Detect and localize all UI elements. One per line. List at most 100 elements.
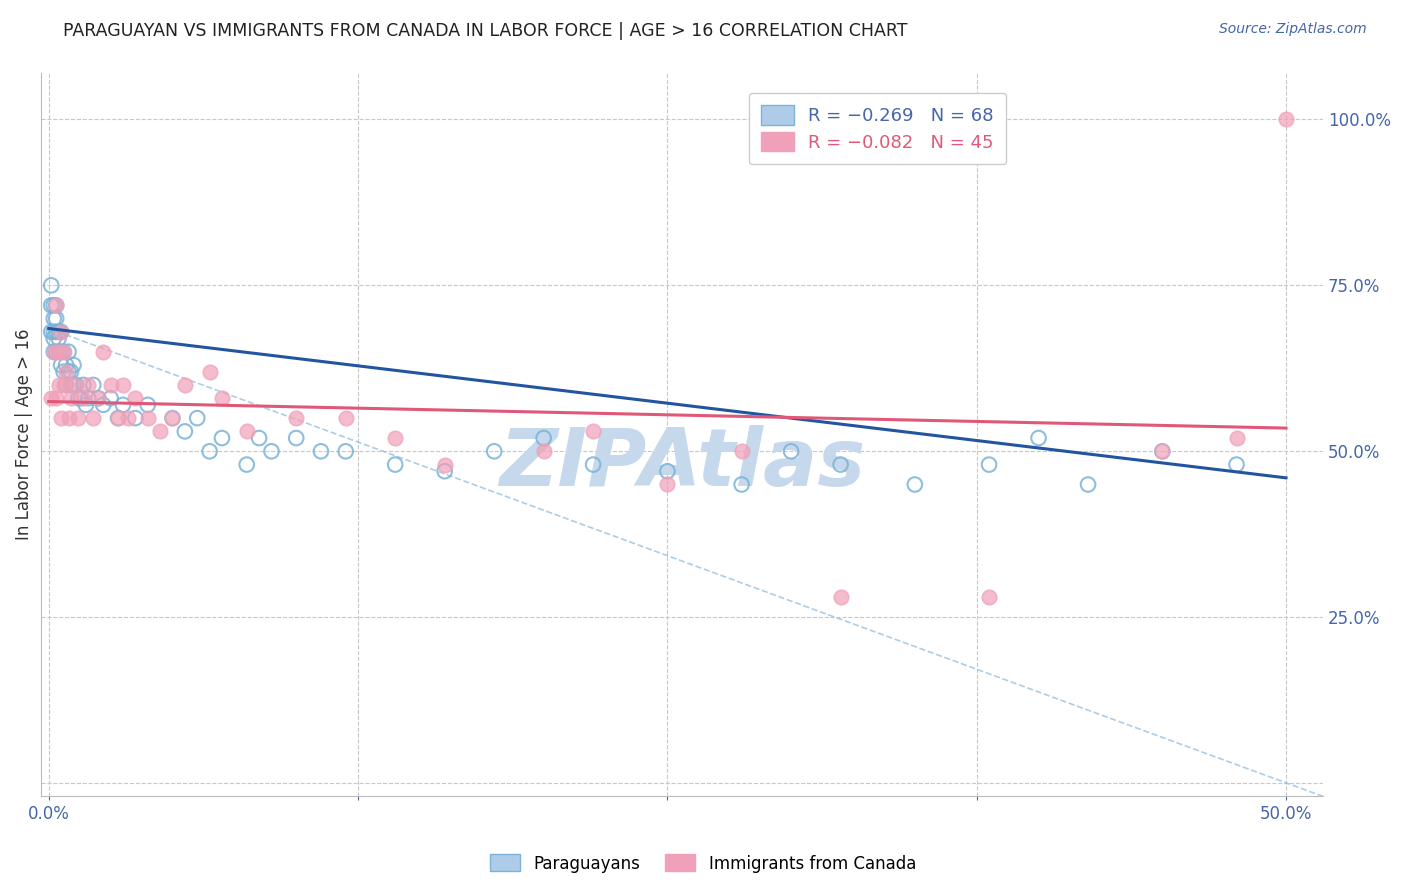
- Point: [1152, 444, 1174, 458]
- Point: [1028, 431, 1050, 445]
- Point: [42, 331, 65, 345]
- Point: [235, 458, 257, 472]
- Point: [45, 311, 67, 326]
- Point: [533, 431, 555, 445]
- Point: [124, 391, 146, 405]
- Point: [335, 411, 357, 425]
- Point: [49, 411, 72, 425]
- Point: [52, 344, 75, 359]
- Point: [111, 378, 134, 392]
- Point: [52, 344, 75, 359]
- Point: [58, 344, 80, 359]
- Point: [482, 444, 505, 458]
- Point: [62, 378, 84, 392]
- Point: [533, 444, 555, 458]
- Point: [42, 344, 65, 359]
- Point: [48, 325, 70, 339]
- Point: [49, 344, 72, 359]
- Point: [582, 425, 605, 439]
- Point: [384, 458, 406, 472]
- Point: [111, 398, 134, 412]
- Point: [136, 411, 159, 425]
- Point: [904, 477, 927, 491]
- Point: [45, 298, 67, 312]
- Point: [1225, 458, 1247, 472]
- Point: [39, 391, 62, 405]
- Point: [285, 411, 308, 425]
- Point: [730, 477, 752, 491]
- Point: [162, 411, 184, 425]
- Point: [780, 444, 803, 458]
- Legend: Paraguayans, Immigrants from Canada: Paraguayans, Immigrants from Canada: [484, 847, 922, 880]
- Point: [186, 411, 208, 425]
- Point: [52, 365, 75, 379]
- Point: [49, 325, 72, 339]
- Point: [198, 444, 221, 458]
- Point: [82, 378, 104, 392]
- Point: [260, 444, 283, 458]
- Point: [52, 378, 75, 392]
- Point: [149, 425, 172, 439]
- Point: [72, 391, 94, 405]
- Point: [58, 411, 80, 425]
- Point: [1152, 444, 1174, 458]
- Point: [77, 391, 100, 405]
- Point: [977, 458, 1000, 472]
- Point: [65, 378, 87, 392]
- Point: [58, 365, 80, 379]
- Point: [55, 358, 77, 372]
- Point: [173, 425, 195, 439]
- Point: [247, 431, 270, 445]
- Point: [285, 431, 308, 445]
- Point: [62, 378, 84, 392]
- Point: [100, 391, 122, 405]
- Point: [39, 298, 62, 312]
- Point: [39, 325, 62, 339]
- Point: [42, 298, 65, 312]
- Point: [107, 411, 129, 425]
- Point: [75, 398, 97, 412]
- Point: [87, 391, 110, 405]
- Point: [162, 411, 184, 425]
- Point: [433, 458, 456, 472]
- Point: [100, 378, 122, 392]
- Text: Source: ZipAtlas.com: Source: ZipAtlas.com: [1219, 22, 1367, 37]
- Point: [42, 344, 65, 359]
- Point: [657, 464, 679, 478]
- Point: [48, 331, 70, 345]
- Point: [91, 398, 114, 412]
- Point: [433, 464, 456, 478]
- Point: [211, 431, 233, 445]
- Point: [830, 458, 852, 472]
- Y-axis label: In Labor Force | Age > 16: In Labor Force | Age > 16: [15, 329, 32, 541]
- Point: [67, 391, 90, 405]
- Point: [48, 378, 70, 392]
- Text: ZIPAtlas: ZIPAtlas: [499, 425, 865, 503]
- Legend: R = −0.269   N = 68, R = −0.082   N = 45: R = −0.269 N = 68, R = −0.082 N = 45: [749, 93, 1007, 164]
- Point: [60, 378, 83, 392]
- Point: [198, 365, 221, 379]
- Point: [45, 298, 67, 312]
- Point: [55, 365, 77, 379]
- Point: [977, 591, 1000, 605]
- Point: [107, 411, 129, 425]
- Point: [70, 391, 93, 405]
- Point: [45, 325, 67, 339]
- Point: [235, 425, 257, 439]
- Point: [48, 344, 70, 359]
- Point: [117, 411, 139, 425]
- Point: [657, 477, 679, 491]
- Point: [1225, 431, 1247, 445]
- Point: [55, 378, 77, 392]
- Point: [309, 444, 332, 458]
- Point: [173, 378, 195, 392]
- Point: [211, 391, 233, 405]
- Point: [830, 591, 852, 605]
- Point: [49, 358, 72, 372]
- Point: [60, 365, 83, 379]
- Point: [1077, 477, 1099, 491]
- Point: [49, 325, 72, 339]
- Point: [1275, 112, 1298, 127]
- Point: [39, 278, 62, 293]
- Point: [48, 344, 70, 359]
